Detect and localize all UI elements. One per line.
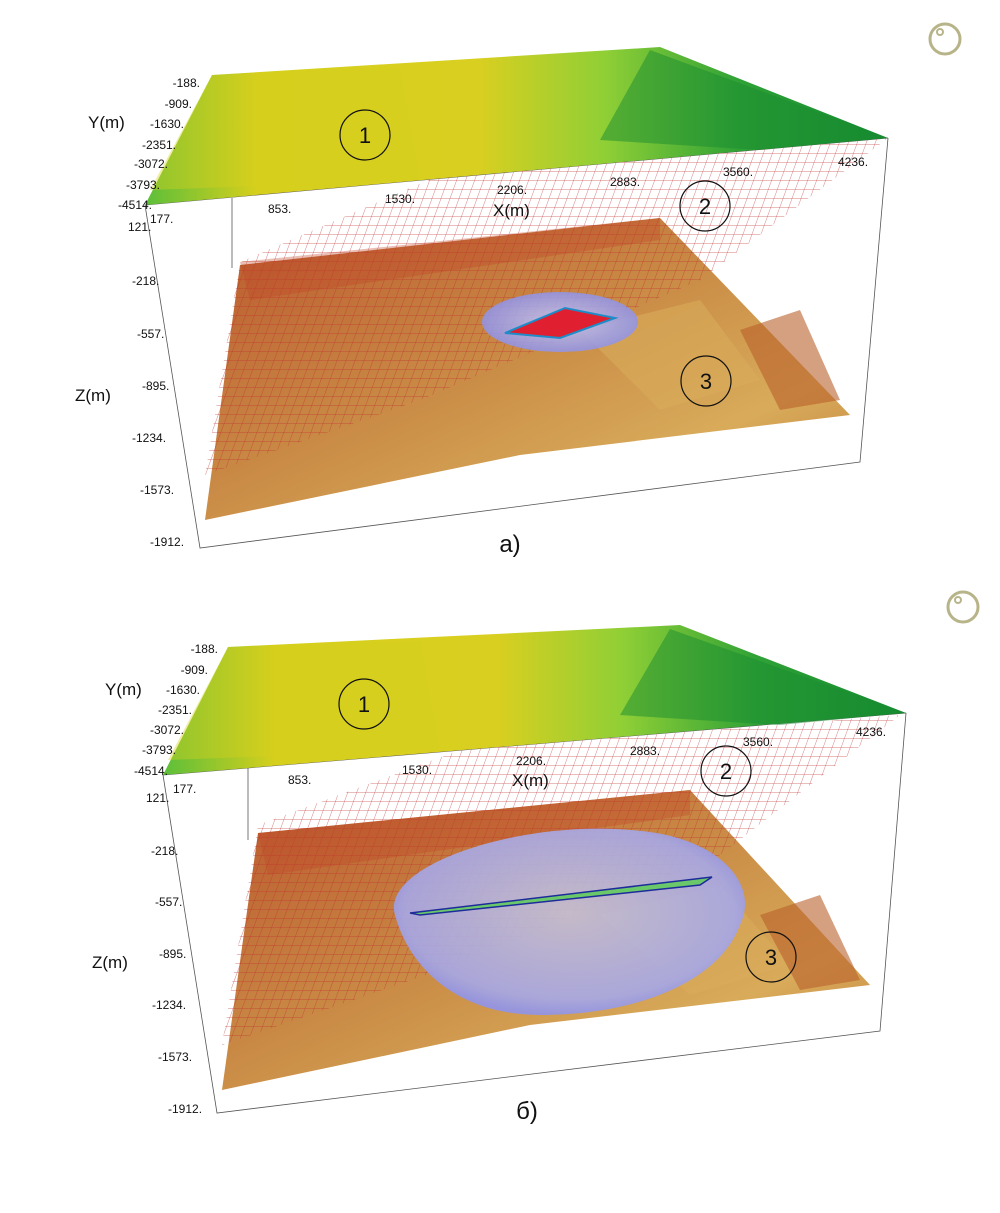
y-tick: -909. xyxy=(181,663,208,677)
x-tick: 2883. xyxy=(630,744,660,758)
x-axis-label: X(m) xyxy=(493,201,530,220)
x-tick: 2206. xyxy=(516,754,546,768)
y-tick: -3072. xyxy=(134,157,168,171)
z-tick: -218. xyxy=(132,274,159,288)
z-tick: -1234. xyxy=(152,998,186,1012)
z-tick: 121. xyxy=(146,791,169,805)
y-tick: -4514. xyxy=(134,764,168,778)
z-tick: -1573. xyxy=(158,1050,192,1064)
x-tick: 853. xyxy=(288,773,311,787)
x-axis-ticks: 177. 853. 1530. 2206. 2883. 3560. 4236. xyxy=(173,725,886,796)
svg-text:2: 2 xyxy=(699,194,711,219)
x-tick: 4236. xyxy=(856,725,886,739)
marker-3: 3 xyxy=(680,355,732,407)
z-tick: 121. xyxy=(128,220,151,234)
y-tick: -3793. xyxy=(142,743,176,757)
x-tick: 1530. xyxy=(402,763,432,777)
x-tick: 177. xyxy=(150,212,173,226)
marker-2: 2 xyxy=(700,745,752,797)
y-tick: -188. xyxy=(173,76,200,90)
y-tick: -3072. xyxy=(150,723,184,737)
y-axis-label: Y(m) xyxy=(105,680,142,699)
x-tick: 4236. xyxy=(838,155,868,169)
orientation-icon xyxy=(928,22,962,56)
y-tick: -1630. xyxy=(166,683,200,697)
z-axis-ticks: 121. -218. -557. -895. -1234. -1573. -19… xyxy=(146,791,202,1116)
panel-b: -188. -909. -1630. -2351. -3072. -3793. … xyxy=(0,585,1000,1213)
marker-2: 2 xyxy=(679,180,731,232)
y-axis-ticks: -188. -909. -1630. -2351. -3072. -3793. … xyxy=(118,76,200,212)
caption-b: б) xyxy=(516,1098,538,1125)
ellipsoid xyxy=(393,828,746,1015)
y-tick: -3793. xyxy=(126,178,160,192)
svg-text:3: 3 xyxy=(765,945,777,970)
z-tick: -1573. xyxy=(140,483,174,497)
z-axis-ticks: 121. -218. -557. -895. -1234. -1573. -19… xyxy=(128,220,184,549)
y-tick: -2351. xyxy=(142,138,176,152)
svg-text:2: 2 xyxy=(720,759,732,784)
z-tick: -557. xyxy=(137,327,164,341)
svg-text:1: 1 xyxy=(359,123,371,148)
y-tick: -2351. xyxy=(158,703,192,717)
core xyxy=(504,306,619,340)
panel-a-render: -188. -909. -1630. -2351. -3072. -3793. … xyxy=(75,22,962,558)
y-tick: -188. xyxy=(191,642,218,656)
x-axis-label: X(m) xyxy=(512,771,549,790)
marker-1: 1 xyxy=(339,109,391,161)
x-tick: 1530. xyxy=(385,192,415,206)
panel-a: -188. -909. -1630. -2351. -3072. -3793. … xyxy=(0,0,1000,600)
z-axis-label: Z(m) xyxy=(92,953,128,972)
x-tick: 3560. xyxy=(723,165,753,179)
marker-3: 3 xyxy=(745,931,797,983)
x-tick: 177. xyxy=(173,782,196,796)
svg-text:1: 1 xyxy=(358,692,370,717)
z-tick: -1912. xyxy=(150,535,184,549)
x-tick: 2206. xyxy=(497,183,527,197)
y-tick: -909. xyxy=(165,97,192,111)
panel-b-render: -188. -909. -1630. -2351. -3072. -3793. … xyxy=(92,590,980,1125)
z-tick: -1912. xyxy=(168,1102,202,1116)
x-axis-ticks: 177. 853. 1530. 2206. 2883. 3560. 4236. xyxy=(150,155,868,226)
marker-1: 1 xyxy=(338,678,390,730)
z-axis-label: Z(m) xyxy=(75,386,111,405)
z-tick: -895. xyxy=(142,379,169,393)
x-tick: 2883. xyxy=(610,175,640,189)
y-tick: -1630. xyxy=(150,117,184,131)
z-tick: -895. xyxy=(159,947,186,961)
caption-a: а) xyxy=(499,531,520,558)
x-tick: 3560. xyxy=(743,735,773,749)
y-axis-label: Y(m) xyxy=(88,113,125,132)
z-tick: -218. xyxy=(151,844,178,858)
y-tick: -4514. xyxy=(118,198,152,212)
z-tick: -1234. xyxy=(132,431,166,445)
core xyxy=(409,876,713,916)
orientation-icon xyxy=(946,590,980,624)
y-axis-ticks: -188. -909. -1630. -2351. -3072. -3793. … xyxy=(134,642,218,778)
svg-text:3: 3 xyxy=(700,369,712,394)
x-tick: 853. xyxy=(268,202,291,216)
z-tick: -557. xyxy=(155,895,182,909)
